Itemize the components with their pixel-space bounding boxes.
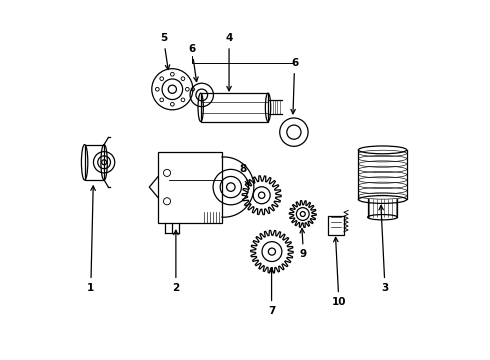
Text: 6: 6	[291, 58, 298, 114]
Text: 5: 5	[160, 33, 170, 69]
Bar	[85, 145, 104, 180]
Text: 7: 7	[268, 269, 275, 316]
Text: 9: 9	[300, 229, 307, 260]
Text: 8: 8	[240, 165, 249, 185]
Text: 6: 6	[188, 44, 198, 82]
Bar	[328, 216, 344, 235]
Bar	[158, 152, 222, 222]
Text: 10: 10	[332, 237, 346, 307]
Text: 2: 2	[172, 230, 179, 293]
Text: 3: 3	[379, 206, 389, 293]
Text: 1: 1	[87, 186, 96, 293]
Text: 4: 4	[225, 33, 233, 91]
Bar	[201, 93, 268, 122]
